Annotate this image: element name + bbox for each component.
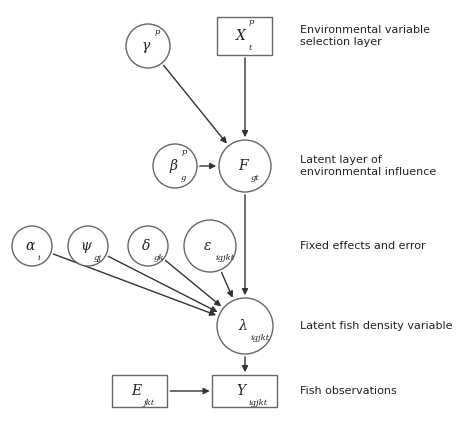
Text: igjkt: igjkt	[251, 334, 270, 342]
Text: jkt: jkt	[144, 399, 155, 407]
Text: X: X	[236, 29, 246, 43]
Text: g: g	[181, 174, 186, 182]
Ellipse shape	[153, 144, 197, 188]
Text: Y: Y	[237, 384, 246, 398]
Text: igjkt: igjkt	[216, 254, 235, 262]
Bar	[218, 17, 273, 55]
Text: gk: gk	[154, 254, 164, 262]
Bar	[212, 375, 277, 407]
Bar	[112, 375, 167, 407]
Text: Fixed effects and error: Fixed effects and error	[300, 241, 426, 251]
Text: ε: ε	[204, 239, 212, 253]
Text: F: F	[238, 159, 248, 173]
Ellipse shape	[126, 24, 170, 68]
Text: Latent layer of
environmental influence: Latent layer of environmental influence	[300, 155, 436, 177]
Text: igjkt: igjkt	[249, 399, 268, 407]
Ellipse shape	[184, 220, 236, 272]
Text: Fish observations: Fish observations	[300, 386, 397, 396]
Text: p: p	[182, 148, 187, 156]
Text: E: E	[131, 384, 141, 398]
Text: t: t	[249, 44, 252, 52]
Text: i: i	[38, 254, 41, 262]
Ellipse shape	[128, 226, 168, 266]
Ellipse shape	[12, 226, 52, 266]
Ellipse shape	[219, 140, 271, 192]
Ellipse shape	[217, 298, 273, 354]
Ellipse shape	[68, 226, 108, 266]
Text: Environmental variable
selection layer: Environmental variable selection layer	[300, 25, 430, 47]
Text: p: p	[249, 18, 255, 26]
Text: gj: gj	[94, 254, 102, 262]
Text: β: β	[169, 159, 177, 173]
Text: λ: λ	[238, 319, 247, 333]
Text: γ: γ	[142, 39, 150, 53]
Text: δ: δ	[142, 239, 150, 253]
Text: Latent fish density variable: Latent fish density variable	[300, 321, 453, 331]
Text: p: p	[155, 28, 160, 36]
Text: α: α	[25, 239, 35, 253]
Text: ψ: ψ	[81, 239, 91, 253]
Text: gt: gt	[251, 174, 260, 182]
